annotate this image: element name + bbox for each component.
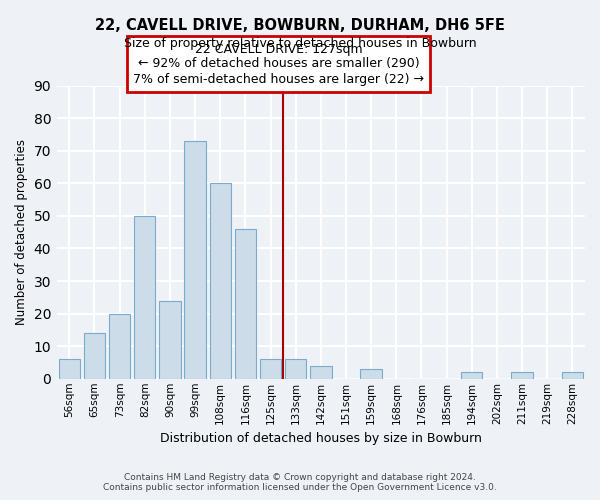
Bar (285, 359, 307, 379)
Text: 22 CAVELL DRIVE: 127sqm
← 92% of detached houses are smaller (290)
7% of semi-de: 22 CAVELL DRIVE: 127sqm ← 92% of detache… (133, 42, 424, 86)
Text: Contains HM Land Registry data © Crown copyright and database right 2024.
Contai: Contains HM Land Registry data © Crown c… (103, 473, 497, 492)
Bar (235, 229, 256, 379)
Y-axis label: Number of detached properties: Number of detached properties (15, 139, 28, 325)
Bar (361, 369, 382, 379)
Bar (59, 359, 80, 379)
Bar (310, 366, 332, 379)
Bar (109, 314, 130, 379)
Text: Size of property relative to detached houses in Bowburn: Size of property relative to detached ho… (124, 38, 476, 51)
Bar (260, 359, 281, 379)
Bar (461, 372, 482, 379)
Bar (562, 372, 583, 379)
Bar (511, 372, 533, 379)
Bar (184, 141, 206, 379)
Bar (84, 333, 105, 379)
X-axis label: Distribution of detached houses by size in Bowburn: Distribution of detached houses by size … (160, 432, 482, 445)
Bar (159, 300, 181, 379)
Text: 22, CAVELL DRIVE, BOWBURN, DURHAM, DH6 5FE: 22, CAVELL DRIVE, BOWBURN, DURHAM, DH6 5… (95, 18, 505, 32)
Bar (209, 184, 231, 379)
Bar (134, 216, 155, 379)
